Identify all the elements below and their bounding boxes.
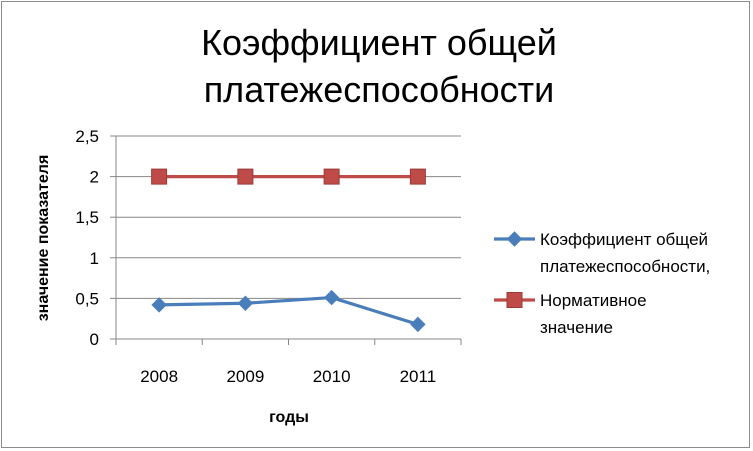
- legend-item-2: Нормативное значение: [494, 291, 647, 337]
- legend-item-1: Коэффициент общей платежеспособности,: [494, 230, 710, 276]
- series-layer: [151, 168, 426, 333]
- chart-title-line-2: платежеспособности: [204, 69, 555, 110]
- y-tick-label: 2: [90, 168, 99, 187]
- legend-label: Коэффициент общей: [540, 230, 708, 249]
- chart-title: Коэффициент общей платежеспособности: [201, 22, 557, 110]
- x-tick-label: 2009: [226, 367, 264, 386]
- data-point: [323, 168, 340, 185]
- x-axis-title: годы: [269, 409, 309, 426]
- y-tick-label: 2,5: [75, 127, 99, 146]
- data-point: [151, 297, 167, 313]
- series-1: [151, 289, 426, 333]
- data-point: [323, 289, 340, 306]
- y-tick-label: 0,5: [75, 289, 99, 308]
- data-point: [237, 168, 254, 185]
- y-tick-label: 0: [90, 330, 99, 349]
- x-axis-ticks: 2008 2009 2010 2011: [140, 367, 436, 386]
- series-line: [157, 295, 420, 326]
- data-point: [151, 168, 168, 185]
- y-axis-ticks: 0 0,5 1 1,5 2 2,5: [75, 127, 99, 349]
- y-axis-title: значение показателя: [35, 155, 52, 322]
- legend-label: Нормативное: [540, 291, 647, 310]
- legend: Коэффициент общей платежеспособности, Норм…: [494, 230, 710, 337]
- x-tick-label: 2008: [140, 367, 178, 386]
- series-2: [151, 168, 426, 185]
- legend-label: значение: [540, 318, 613, 337]
- legend-label: платежеспособности,: [540, 257, 710, 276]
- x-tick-label: 2011: [400, 367, 437, 386]
- data-point: [237, 295, 254, 311]
- gridlines: [110, 135, 462, 345]
- x-tick-label: 2010: [313, 367, 351, 386]
- y-tick-label: 1,5: [75, 208, 99, 227]
- y-tick-label: 1: [90, 249, 99, 268]
- data-point: [409, 168, 426, 185]
- chart-title-line-1: Коэффициент общей: [201, 22, 557, 63]
- legend-swatch-marker: [506, 231, 523, 247]
- legend-swatch-marker: [506, 292, 523, 308]
- data-point: [410, 316, 426, 333]
